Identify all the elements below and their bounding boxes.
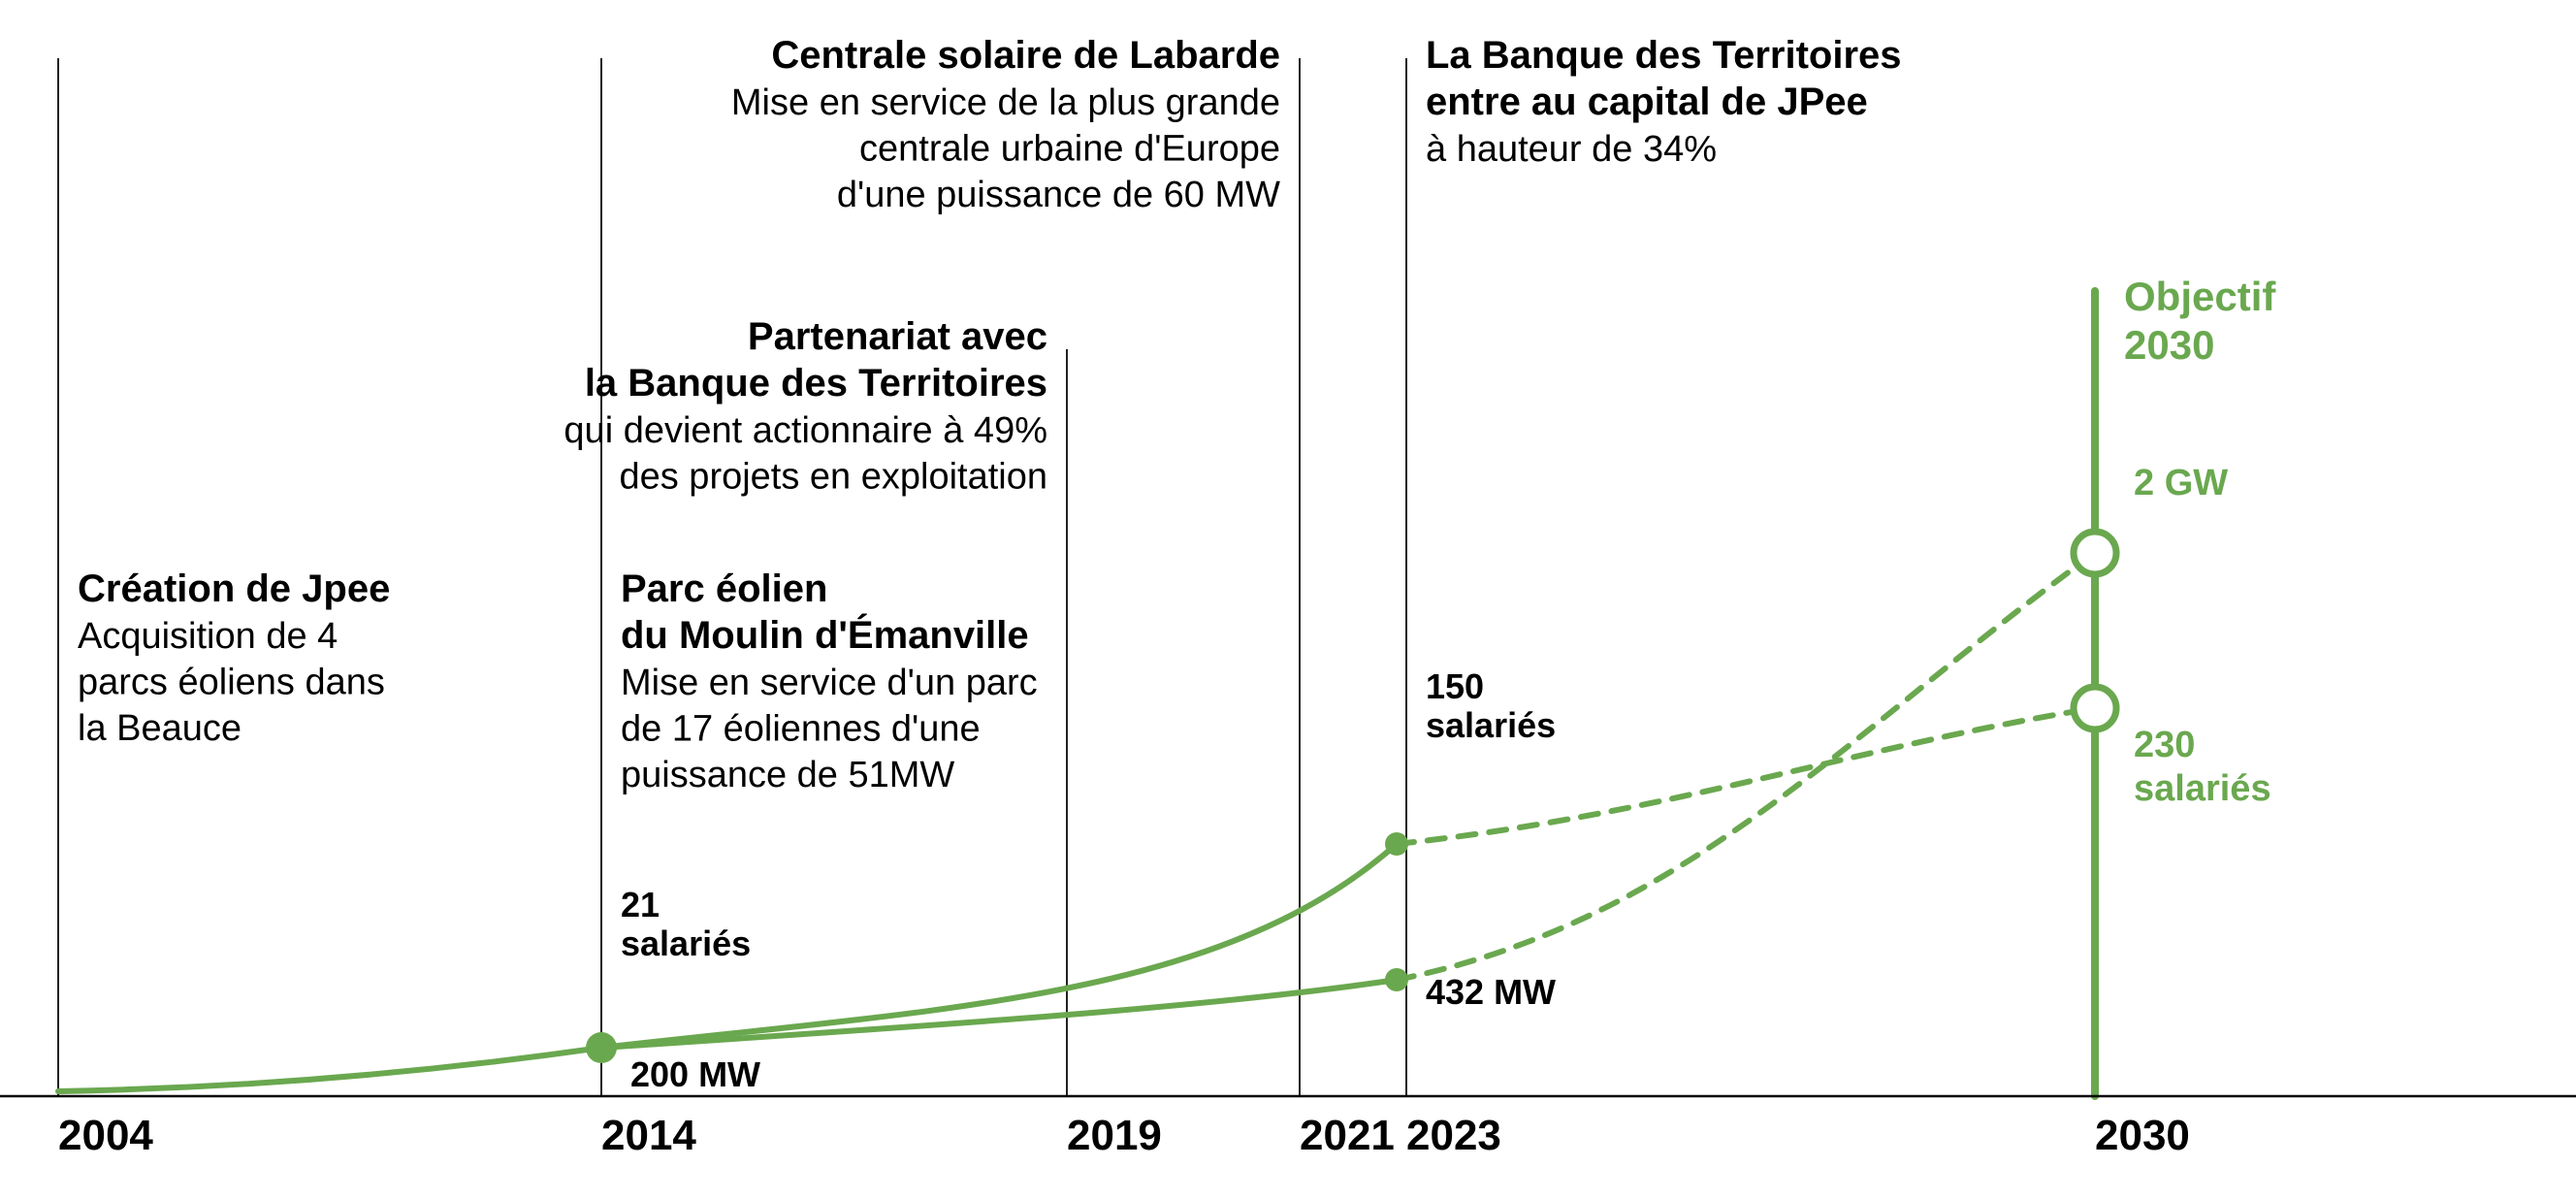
node-mw-2023 [1385,968,1408,991]
label-obj-2030: 2030 [2124,322,2214,368]
timeline-svg: 2004 2014 2019 20212023 2030 Création de Jpee… [0,0,2576,1199]
label-21: 21 [621,885,660,924]
timeline-root: 2004 2014 2019 20212023 2030 Création de Jpee… [0,0,2576,1199]
node-sal-2030 [2074,687,2116,729]
year-label-2021: 2021 [1300,1112,1395,1159]
event-title2: du Moulin d'Émanville [621,613,1029,657]
label-150-salaries: salariés [1426,705,1556,745]
event-body-line: des projets en exploitation [619,457,1047,498]
year-label-2004: 2004 [58,1112,153,1159]
event-body-line: à hauteur de 34% [1426,129,1717,170]
node-sal-2023 [1385,832,1408,856]
year-label-2019: 2019 [1067,1112,1162,1159]
year-label-2030: 2030 [2095,1112,2190,1159]
label-230: 230 [2134,725,2195,765]
label-2gw: 2 GW [2134,463,2228,503]
year-label-2023: 2023 [1406,1112,1501,1159]
event-body-line: la Beauce [78,708,242,749]
event-title: Centrale solaire de Labarde [771,34,1280,77]
event-body-line: Mise en service de la plus grande [731,82,1280,123]
event-body-line: centrale urbaine d'Europe [859,129,1280,170]
event-body-line: d'une puissance de 60 MW [837,175,1280,215]
label-150: 150 [1426,666,1484,706]
event-title: La Banque des Territoires [1426,34,1902,77]
node-gw-2030 [2074,532,2116,574]
node-2014 [586,1032,617,1063]
event-body-line: de 17 éoliennes d'une [621,709,981,750]
year-label-2014: 2014 [601,1112,696,1159]
label-230-salaries: salariés [2134,768,2271,809]
event-body-line: Mise en service d'un parc [621,663,1038,703]
label-200mw: 200 MW [630,1054,760,1094]
event-title: Partenariat avec [748,315,1047,358]
event-body-line: puissance de 51MW [621,755,954,795]
label-objectif: Objectif [2124,274,2276,319]
event-body-line: qui devient actionnaire à 49% [564,410,1047,451]
label-21-salaries: salariés [621,924,751,963]
event-body-line: Acquisition de 4 [78,616,338,657]
event-title2: entre au capital de JPee [1426,81,1868,123]
event-title: Création de Jpee [78,567,390,610]
event-title2: la Banque des Territoires [585,362,1047,405]
event-title: Parc éolien [621,567,827,610]
label-432mw: 432 MW [1426,972,1556,1012]
event-body-line: parcs éoliens dans [78,663,385,703]
